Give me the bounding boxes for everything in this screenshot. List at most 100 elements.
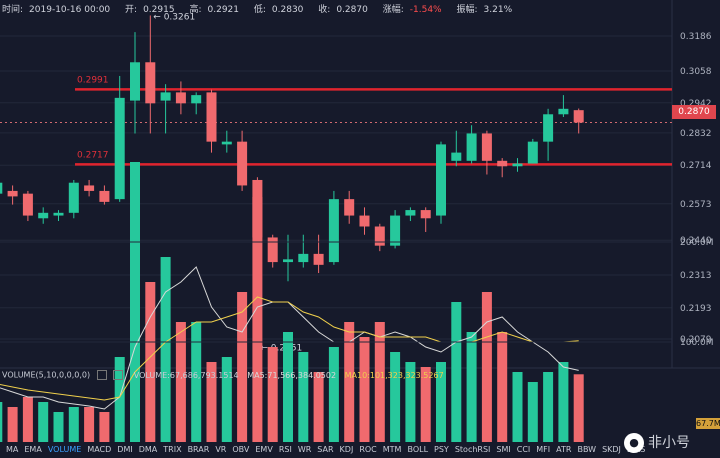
candle-body — [298, 253, 309, 263]
amplitude-value: 振幅: 3.21% — [456, 5, 513, 15]
time-label: 时间: 2019-10-16 00:00 — [2, 5, 111, 15]
watermark: ● 非小号 — [624, 430, 718, 456]
volume-bar — [512, 372, 523, 442]
volume-bar — [145, 282, 156, 442]
tab-rsi[interactable]: RSI — [278, 445, 292, 454]
tab-emv[interactable]: EMV — [255, 445, 273, 454]
price-tick-label: 0.2714 — [680, 161, 712, 171]
settings-box-icon[interactable] — [96, 370, 107, 380]
candle-body — [451, 152, 462, 161]
volume-bar — [328, 347, 339, 442]
volume-bar — [298, 352, 309, 442]
candle-body — [497, 160, 508, 167]
volume-bar — [405, 362, 416, 442]
candle-body — [527, 141, 538, 164]
tab-ema[interactable]: EMA — [24, 445, 42, 454]
tab-atr[interactable]: ATR — [556, 445, 572, 454]
volume-bar — [22, 397, 33, 442]
candles-layer — [0, 15, 584, 347]
volume-bar — [573, 374, 584, 442]
tab-trix[interactable]: TRIX — [163, 445, 182, 454]
candle-body — [99, 190, 110, 202]
tab-mtm[interactable]: MTM — [382, 445, 402, 454]
tab-dmi[interactable]: DMI — [117, 445, 133, 454]
tab-volume[interactable]: VOLUME — [47, 445, 82, 454]
ma10-value: MA10:101,323,323.5267 — [344, 370, 444, 380]
candle-body — [22, 193, 33, 216]
tab-brar[interactable]: BRAR — [187, 445, 210, 454]
candle-body — [328, 199, 339, 263]
volume-bar — [436, 362, 446, 442]
candle-body — [436, 144, 446, 216]
tab-smi[interactable]: SMI — [496, 445, 511, 454]
tab-cci[interactable]: CCI — [516, 445, 531, 454]
change-value: 涨幅: -1.54% — [382, 5, 442, 15]
low-value: 低: 0.2830 — [253, 5, 304, 15]
close-box-icon[interactable] — [113, 370, 124, 380]
current-price-badge: 0.2870 — [672, 105, 716, 119]
last-volume-badge: 67.7M — [696, 418, 720, 429]
tab-stochrsi[interactable]: StochRSI — [454, 445, 491, 454]
candle-body — [175, 92, 186, 104]
candle-body — [130, 62, 140, 101]
candle-body — [558, 108, 569, 115]
volume-bar — [527, 382, 538, 442]
indicator-tabs: MA EMA VOLUME MACD DMI DMA TRIX BRAR VR OBV EMV RSI… — [0, 445, 720, 458]
candle-body — [466, 133, 477, 161]
candle-body — [38, 212, 49, 219]
volume-tick-label: 100.0M — [680, 338, 714, 348]
tab-ma[interactable]: MA — [6, 445, 19, 454]
tab-wr[interactable]: WR — [297, 445, 312, 454]
tab-bbw[interactable]: BBW — [577, 445, 597, 454]
price-axis: 0.3186 0.3058 0.2942 0.2832 0.2714 0.2573 0.24… — [680, 32, 712, 345]
ohlc-info-bar: 时间: 2019-10-16 00:00 开: 0.2915 高: 0.2921 低:… — [2, 2, 524, 15]
candle-body — [145, 62, 156, 104]
volume-bar — [466, 332, 477, 442]
level-label: 0.2717 — [77, 150, 109, 160]
volume-bars-layer — [0, 162, 584, 442]
candle-body — [390, 215, 401, 246]
tab-dma[interactable]: DMA — [138, 445, 158, 454]
price-tick-label: 0.2313 — [680, 271, 712, 281]
tab-skdj[interactable]: SKDJ — [602, 445, 621, 454]
candle-body — [0, 182, 3, 194]
price-tick-label: 0.2573 — [680, 200, 712, 210]
volume-indicator-label[interactable]: VOLUME(5,10,0,0,0,0) — [2, 370, 91, 380]
volume-bar — [359, 337, 370, 442]
volume-value: VOLUME:67,686,793.1514 — [133, 370, 239, 380]
candle-body — [405, 210, 416, 216]
volume-bar — [481, 292, 492, 442]
candle-body — [283, 259, 293, 263]
price-annotation: ← 0.2051 — [260, 344, 302, 354]
price-tick-label: 0.3058 — [680, 67, 712, 77]
tab-vr[interactable]: VR — [215, 445, 227, 454]
candle-body — [420, 210, 431, 219]
grid-layer — [0, 0, 720, 369]
candle-body — [84, 185, 95, 191]
candle-body — [114, 97, 125, 200]
tab-obv[interactable]: OBV — [232, 445, 250, 454]
price-tick-label: 0.2193 — [680, 304, 712, 314]
high-value: 高: 0.2921 — [189, 5, 239, 15]
candle-body — [191, 95, 202, 104]
candle-body — [7, 190, 18, 197]
tab-psy[interactable]: PSY — [434, 445, 449, 454]
tab-roc[interactable]: ROC — [359, 445, 377, 454]
tab-boll[interactable]: BOLL — [407, 445, 429, 454]
open-value: 开: 0.2915 — [125, 5, 175, 15]
candle-body — [237, 141, 248, 186]
tab-kdj[interactable]: KDJ — [339, 445, 354, 454]
candle-body — [374, 226, 385, 246]
tab-sar[interactable]: SAR — [317, 445, 334, 454]
volume-bar — [543, 372, 554, 442]
volume-bar — [84, 407, 95, 442]
candle-body — [160, 92, 171, 101]
candle-body — [481, 133, 492, 161]
volume-bar — [451, 302, 462, 442]
level-lines: 0.2991 0.2717 — [0, 75, 672, 166]
tab-mfi[interactable]: MFI — [536, 445, 551, 454]
tab-macd[interactable]: MACD — [87, 445, 112, 454]
candle-body — [573, 110, 584, 123]
volume-bar — [0, 402, 3, 442]
